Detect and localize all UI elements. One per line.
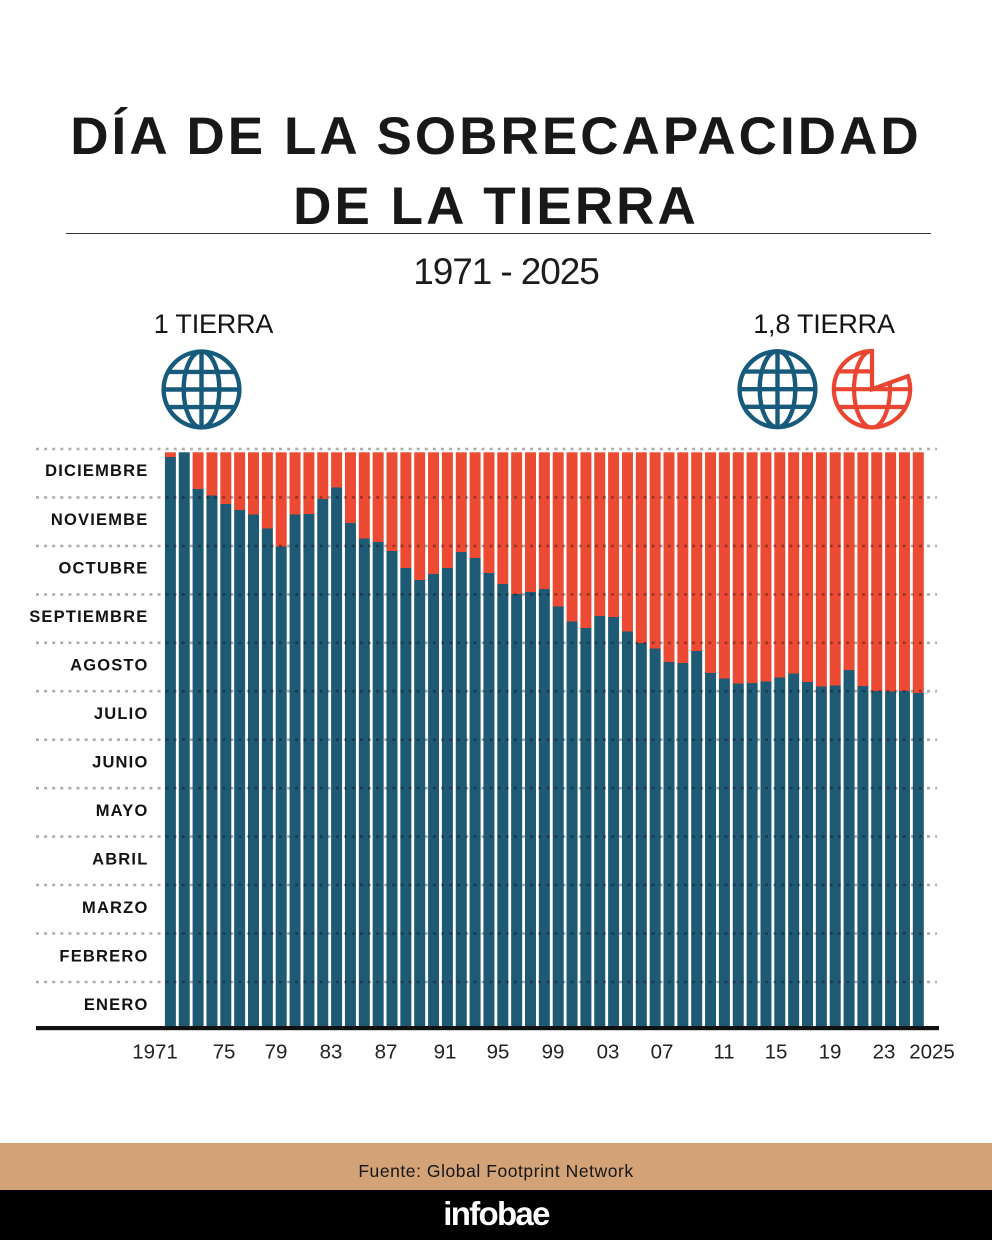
- svg-text:OCTUBRE: OCTUBRE: [59, 559, 149, 577]
- svg-text:NOVIEMBE: NOVIEMBE: [51, 511, 149, 529]
- svg-text:07: 07: [651, 1041, 674, 1064]
- svg-text:19: 19: [819, 1041, 842, 1064]
- svg-text:83: 83: [320, 1041, 343, 1064]
- svg-text:91: 91: [434, 1041, 457, 1064]
- svg-text:87: 87: [375, 1041, 398, 1064]
- svg-text:FEBRERO: FEBRERO: [59, 948, 148, 966]
- svg-text:MARZO: MARZO: [82, 899, 149, 917]
- svg-text:23: 23: [873, 1041, 896, 1064]
- svg-text:1971: 1971: [132, 1041, 178, 1064]
- svg-text:ABRIL: ABRIL: [92, 851, 148, 869]
- svg-text:99: 99: [542, 1041, 565, 1064]
- svg-text:JULIO: JULIO: [94, 705, 149, 723]
- svg-text:95: 95: [487, 1041, 510, 1064]
- svg-text:75: 75: [213, 1041, 236, 1064]
- svg-text:DICIEMBRE: DICIEMBRE: [45, 462, 148, 480]
- svg-text:2025: 2025: [909, 1041, 955, 1064]
- svg-text:ENERO: ENERO: [84, 996, 149, 1014]
- svg-text:79: 79: [265, 1041, 288, 1064]
- svg-text:SEPTIEMBRE: SEPTIEMBRE: [29, 608, 148, 626]
- svg-text:MAYO: MAYO: [96, 802, 149, 820]
- svg-text:11: 11: [713, 1041, 734, 1064]
- svg-text:15: 15: [765, 1041, 788, 1064]
- svg-text:JUNIO: JUNIO: [92, 754, 148, 772]
- svg-text:03: 03: [597, 1041, 620, 1064]
- svg-text:AGOSTO: AGOSTO: [70, 656, 148, 674]
